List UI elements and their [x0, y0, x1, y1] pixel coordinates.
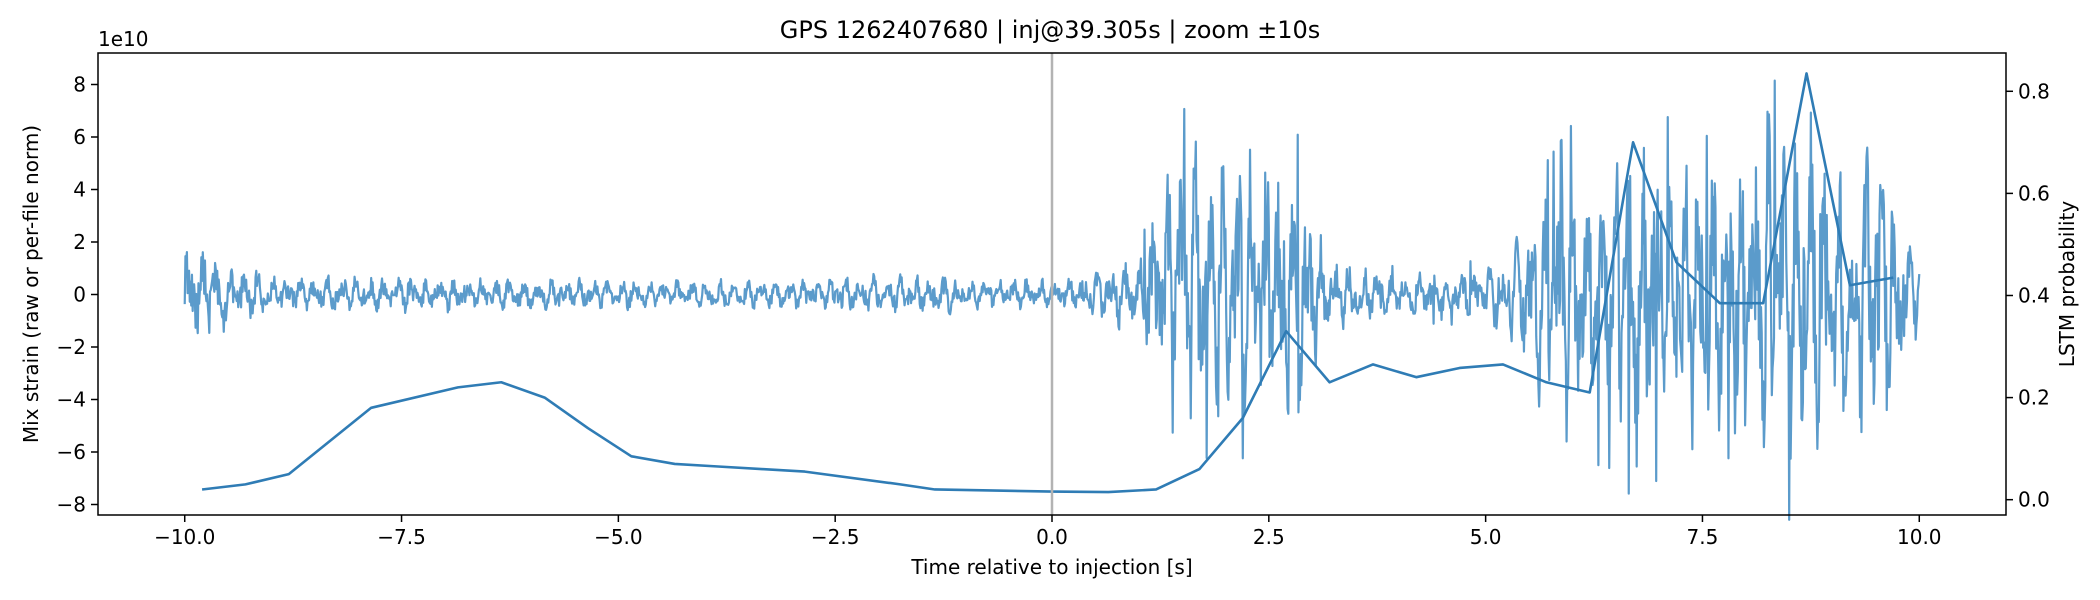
y-right-tick-label: 0.6 — [2018, 181, 2050, 205]
y-right-tick-label: 0.2 — [2018, 386, 2050, 410]
y-left-scale-label: 1e10 — [98, 27, 148, 51]
x-tick-label: 2.5 — [1253, 525, 1285, 549]
y-left-tick-label: −6 — [57, 440, 86, 464]
y-left-tick-label: 6 — [73, 125, 86, 149]
y-left-tick-label: 4 — [73, 178, 86, 202]
chart-title: GPS 1262407680 | inj@39.305s | zoom ±10s — [780, 16, 1320, 44]
x-tick-label: 0.0 — [1036, 525, 1068, 549]
x-tick-label: −7.5 — [377, 525, 426, 549]
y-axis-left: −8 −6 −4 −2 0 2 4 6 8 — [57, 73, 98, 517]
probability-series — [201, 72, 1894, 494]
y-left-tick-label: 8 — [73, 73, 86, 97]
x-tick-label: −2.5 — [811, 525, 860, 549]
y-axis-left-label: Mix strain (raw or per-file norm) — [19, 125, 43, 443]
y-left-tick-label: −8 — [57, 493, 86, 517]
y-axis-right-label: LSTM probability — [2055, 201, 2079, 368]
probability-line — [201, 72, 1894, 494]
x-axis-label: Time relative to injection [s] — [910, 555, 1192, 579]
y-right-tick-label: 0.0 — [2018, 488, 2050, 512]
y-right-tick-label: 0.4 — [2018, 283, 2050, 307]
x-tick-label: 7.5 — [1687, 525, 1719, 549]
x-tick-label: 5.0 — [1470, 525, 1502, 549]
x-tick-label: −5.0 — [594, 525, 643, 549]
x-axis: −10.0 −7.5 −5.0 −2.5 0.0 2.5 5.0 7.5 10.0 — [154, 515, 1942, 549]
plot-area — [97, 52, 2007, 521]
y-left-tick-label: −2 — [57, 335, 86, 359]
x-tick-label: 10.0 — [1897, 525, 1942, 549]
y-left-tick-label: 2 — [73, 230, 86, 254]
x-tick-label: −10.0 — [154, 525, 215, 549]
y-right-tick-label: 0.8 — [2018, 79, 2050, 103]
y-left-tick-label: 0 — [73, 283, 86, 307]
y-left-tick-label: −4 — [57, 388, 86, 412]
y-axis-right: 0.0 0.2 0.4 0.6 0.8 — [2006, 79, 2050, 512]
